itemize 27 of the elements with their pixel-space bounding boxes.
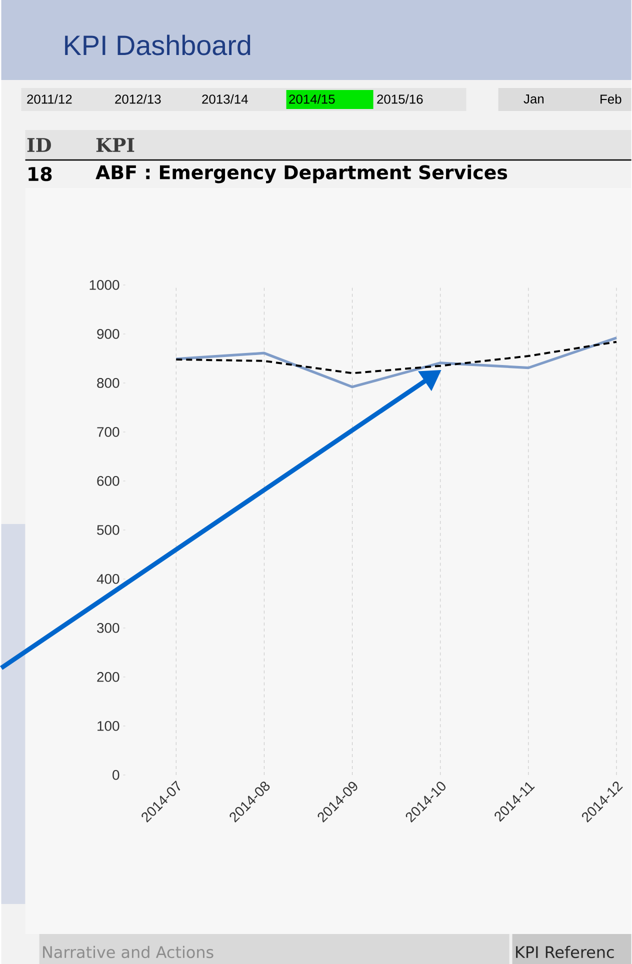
line-series	[174, 336, 618, 388]
y-tick-label: 400	[96, 574, 120, 584]
y-tick-label: 100	[98, 721, 120, 731]
text: 2015/16	[377, 94, 423, 104]
text: 2012/13	[115, 94, 161, 104]
text: 2011/12	[27, 94, 72, 104]
y-tick-label: 300	[97, 623, 120, 633]
text: Narrative and Actions	[43, 946, 214, 958]
y-tick-label: 0	[112, 770, 120, 780]
chart-title: KPI Dashboard	[65, 34, 250, 56]
y-tick-label: 200	[97, 672, 120, 682]
y-tick-label: 700	[97, 427, 120, 437]
text: 2013/14	[202, 94, 248, 104]
text: Feb	[600, 94, 622, 104]
text: Jan	[524, 94, 544, 104]
y-tick-label: 1000	[90, 280, 120, 290]
y-tick-label: 800	[97, 378, 120, 388]
y-tick-label: 600	[97, 476, 120, 486]
line-series	[175, 340, 618, 374]
text: ID	[27, 138, 52, 152]
y-tick-label: 500	[97, 525, 120, 535]
text: KPI	[96, 138, 134, 152]
text: 2014/15	[289, 94, 335, 104]
text: KPI Referenc	[516, 946, 614, 958]
text: ABF : Emergency Department Services	[96, 164, 508, 184]
text: 18	[28, 166, 52, 182]
y-tick-label: 900	[97, 329, 120, 339]
